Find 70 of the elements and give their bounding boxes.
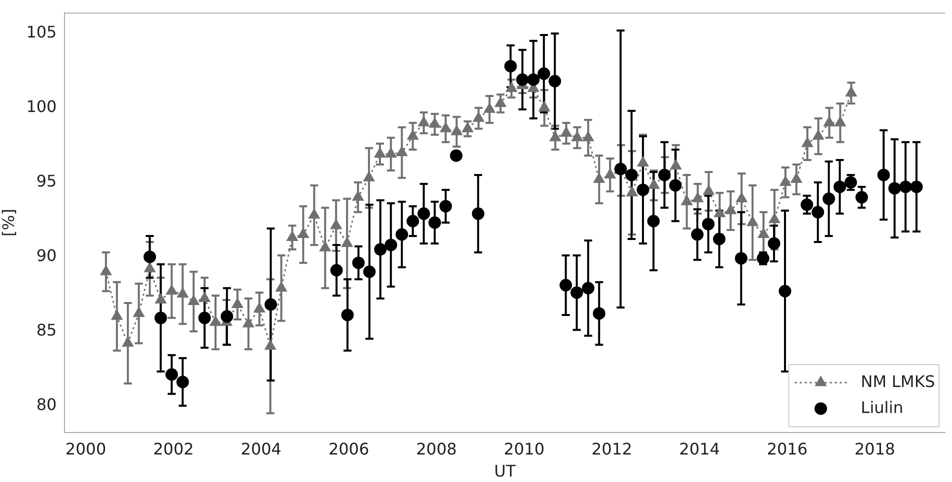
point bbox=[800, 198, 814, 211]
point bbox=[176, 376, 189, 388]
point bbox=[384, 238, 398, 252]
point bbox=[406, 214, 420, 228]
legend-label: NM LMKS bbox=[860, 372, 936, 391]
point bbox=[516, 73, 529, 86]
point bbox=[418, 207, 430, 220]
x-tick-label: 2012 bbox=[591, 439, 632, 458]
point bbox=[396, 228, 408, 241]
point bbox=[855, 191, 868, 204]
point bbox=[768, 237, 780, 250]
point bbox=[899, 180, 912, 194]
point bbox=[691, 228, 704, 241]
x-axis-title: UT bbox=[494, 462, 516, 481]
point bbox=[625, 168, 638, 182]
x-tick-label: 2010 bbox=[504, 439, 545, 458]
x-tick-label: 2018 bbox=[854, 439, 896, 458]
point bbox=[352, 256, 365, 270]
point bbox=[778, 284, 792, 298]
point bbox=[144, 250, 156, 264]
point bbox=[264, 298, 278, 311]
x-tick-label: 2016 bbox=[766, 439, 808, 458]
point bbox=[472, 207, 484, 220]
x-tick-label: 2008 bbox=[416, 439, 457, 458]
point bbox=[910, 180, 923, 194]
point bbox=[658, 168, 671, 182]
x-tick-label: 2000 bbox=[65, 439, 106, 458]
point bbox=[428, 216, 441, 229]
point bbox=[592, 307, 606, 320]
point bbox=[888, 182, 901, 195]
y-tick-label: 95 bbox=[36, 172, 57, 191]
point bbox=[702, 218, 715, 230]
point bbox=[439, 200, 452, 212]
x-tick-label: 2002 bbox=[153, 439, 194, 458]
point bbox=[560, 278, 572, 292]
point bbox=[220, 310, 234, 323]
y-tick-label: 80 bbox=[36, 394, 57, 414]
x-tick-label: 2004 bbox=[240, 439, 282, 458]
point bbox=[822, 192, 836, 206]
y-tick-label: 100 bbox=[26, 97, 57, 116]
point bbox=[198, 312, 211, 324]
point bbox=[165, 368, 178, 381]
point bbox=[712, 232, 726, 246]
point bbox=[812, 206, 824, 218]
point bbox=[330, 264, 343, 277]
legend-label: Liulin bbox=[860, 398, 904, 417]
point bbox=[844, 176, 857, 189]
y-tick-label: 105 bbox=[26, 22, 57, 42]
point bbox=[527, 73, 540, 86]
point bbox=[374, 243, 387, 256]
point bbox=[669, 179, 682, 192]
point bbox=[582, 282, 594, 294]
y-tick-label: 90 bbox=[36, 246, 57, 266]
point bbox=[834, 180, 846, 194]
point bbox=[548, 74, 562, 88]
point bbox=[504, 60, 517, 72]
y-tick-label: 85 bbox=[36, 320, 57, 340]
point bbox=[341, 308, 354, 322]
point bbox=[538, 67, 550, 80]
x-tick-label: 2014 bbox=[679, 439, 720, 458]
y-axis-title: [%] bbox=[0, 208, 18, 236]
x-tick-label: 2006 bbox=[328, 439, 370, 458]
point bbox=[363, 266, 376, 278]
point bbox=[877, 168, 890, 182]
point bbox=[636, 184, 650, 196]
point bbox=[570, 286, 584, 299]
point bbox=[647, 214, 660, 228]
point bbox=[450, 149, 462, 162]
point bbox=[734, 252, 748, 265]
point bbox=[154, 312, 167, 324]
